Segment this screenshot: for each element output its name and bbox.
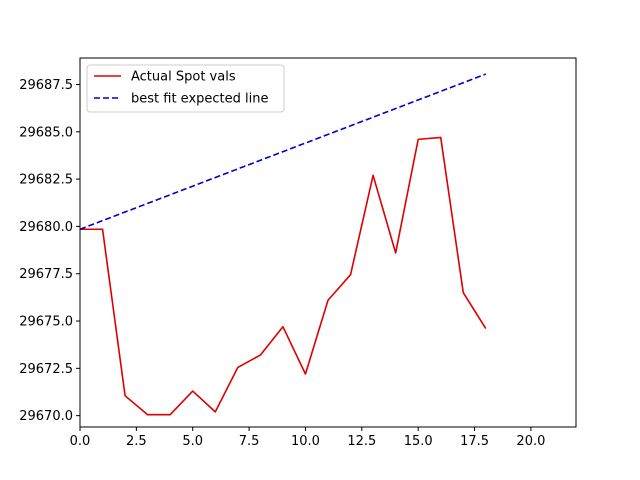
- data-point: [372, 175, 374, 177]
- data-point: [282, 326, 284, 328]
- series-layer: [79, 73, 487, 416]
- x-tick-label: 17.5: [460, 434, 489, 449]
- legend-label: best fit expected line: [131, 92, 268, 107]
- y-tick-label: 29685.0: [19, 125, 73, 140]
- legend: Actual Spot vals best fit expected line: [86, 64, 285, 113]
- x-tick-label: 5.0: [182, 434, 203, 449]
- data-point: [305, 373, 307, 375]
- x-tick-label: 20.0: [516, 434, 545, 449]
- data-point: [237, 367, 239, 369]
- y-tick-label: 29687.5: [19, 78, 73, 93]
- data-point: [350, 274, 352, 276]
- y-tick-label: 29680.0: [19, 220, 73, 235]
- x-tick-label: 0.0: [70, 434, 91, 449]
- y-tick-label: 29670.0: [19, 409, 73, 424]
- x-tick-label: 2.5: [126, 434, 147, 449]
- plot-frame: [79, 57, 577, 428]
- y-axis-ticks: 29670.0 29672.5 29675.0 29677.5 29680.0 29682…: [19, 78, 80, 424]
- data-point: [417, 139, 419, 141]
- data-point: [192, 390, 194, 392]
- data-point: [169, 414, 171, 416]
- x-axis-ticks: 0.0 2.5 5.0 7.5 10.0 12.5 15.0 17.5 20.0: [70, 427, 545, 449]
- y-tick-label: 29675.0: [19, 315, 73, 330]
- data-point: [485, 73, 487, 75]
- y-tick-label: 29677.5: [19, 267, 73, 282]
- y-tick-label: 29682.5: [19, 173, 73, 188]
- x-tick-label: 7.5: [239, 434, 260, 449]
- data-point: [124, 395, 126, 397]
- data-point: [147, 414, 149, 416]
- data-point: [260, 354, 262, 356]
- series-line-best-fit-line: [79, 73, 487, 230]
- series-line-actual-spot-vals: [80, 136, 487, 416]
- x-tick-label: 12.5: [347, 434, 376, 449]
- x-tick-label: 15.0: [404, 434, 433, 449]
- legend-box: [86, 64, 285, 113]
- data-point: [327, 299, 329, 301]
- y-tick-label: 29672.5: [19, 362, 73, 377]
- data-point: [462, 292, 464, 294]
- data-point: [440, 137, 442, 139]
- data-point: [395, 252, 397, 254]
- x-tick-label: 10.0: [291, 434, 320, 449]
- legend-label: Actual Spot vals: [131, 70, 236, 85]
- data-point: [485, 328, 487, 330]
- data-point: [214, 411, 216, 413]
- data-point: [102, 228, 104, 230]
